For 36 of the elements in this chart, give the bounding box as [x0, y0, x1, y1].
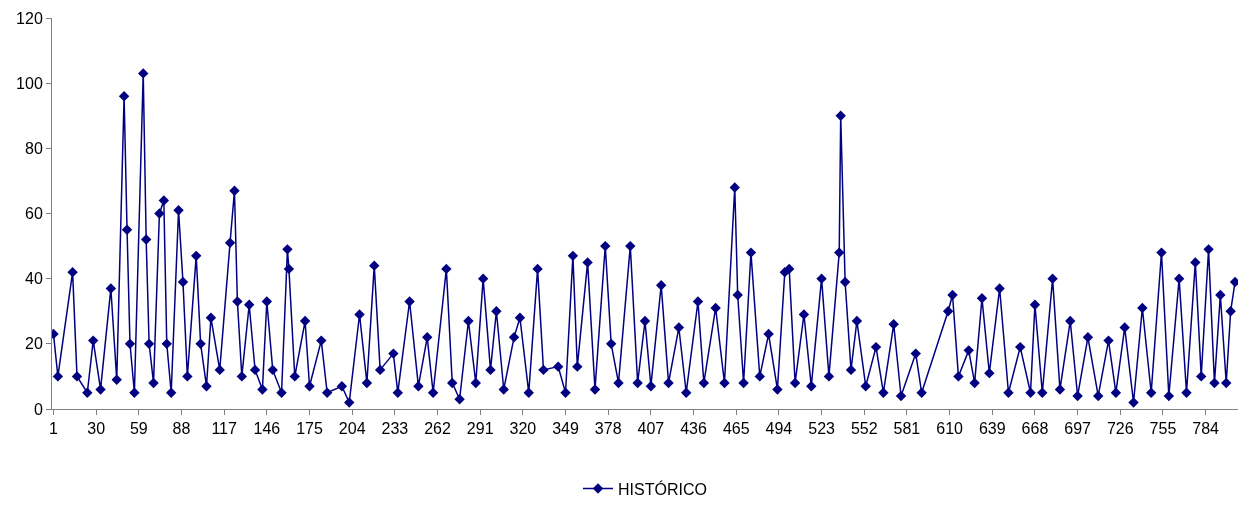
x-tick-label: 639: [978, 420, 1006, 438]
x-tick-label: 668: [1021, 420, 1049, 438]
y-tick-label: 100: [16, 74, 43, 92]
y-tick-label: 120: [16, 9, 43, 27]
x-tick-label: 262: [424, 420, 451, 438]
y-tick-label: 40: [25, 270, 43, 288]
x-tick-label: 755: [1149, 420, 1177, 438]
x-tick-label: 204: [338, 420, 366, 438]
y-tick-label: 20: [25, 335, 43, 353]
x-tick-label: 784: [1192, 420, 1220, 438]
x-tick-label: 88: [172, 420, 191, 438]
y-tick-label: 80: [25, 139, 43, 157]
x-tick-label: 349: [552, 420, 579, 438]
x-tick-label: 175: [296, 420, 323, 438]
x-tick-label: 610: [936, 420, 964, 438]
legend-label: HISTÓRICO: [618, 479, 707, 498]
x-tick-label: 146: [253, 420, 281, 438]
x-tick-label: 407: [637, 420, 665, 438]
y-tick-label: 0: [33, 400, 43, 418]
x-tick-label: 697: [1064, 420, 1092, 438]
x-tick-label: 378: [594, 420, 622, 438]
x-tick-label: 117: [211, 420, 238, 438]
x-tick-label: 581: [893, 420, 921, 438]
x-tick-label: 320: [509, 420, 537, 438]
x-tick-label: 465: [722, 420, 750, 438]
x-tick-label: 30: [87, 420, 106, 438]
x-tick-label: 552: [850, 420, 878, 438]
x-tick-label: 436: [680, 420, 708, 438]
x-tick-label: 59: [129, 420, 148, 438]
x-tick-label: 726: [1106, 420, 1134, 438]
x-tick-label: 233: [381, 420, 409, 438]
x-tick-label: 494: [765, 420, 793, 438]
x-tick-label: 291: [466, 420, 494, 438]
y-tick-label: 60: [25, 205, 43, 223]
x-tick-label: 523: [808, 420, 836, 438]
x-tick-label: 1: [49, 420, 59, 438]
